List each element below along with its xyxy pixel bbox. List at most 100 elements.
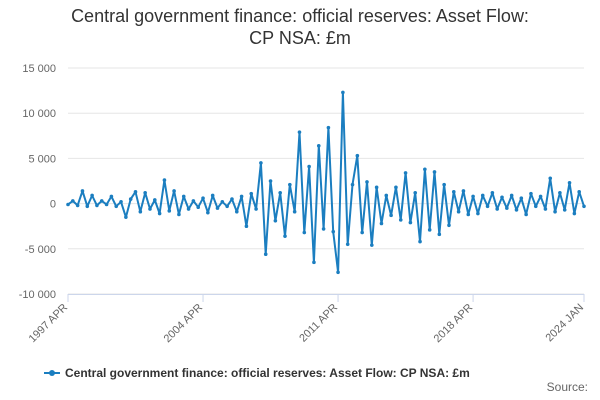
data-point <box>567 181 572 185</box>
data-point <box>302 230 307 235</box>
data-point <box>509 193 514 198</box>
data-point <box>278 190 282 195</box>
y-tick-label: -10 000 <box>19 289 56 301</box>
data-point <box>427 228 432 232</box>
legend-marker <box>49 370 55 376</box>
data-point <box>476 211 480 216</box>
data-point <box>456 209 461 214</box>
data-point <box>283 234 287 238</box>
data-point <box>553 209 557 214</box>
data-point <box>263 252 268 257</box>
data-point <box>485 204 490 209</box>
data-point <box>577 190 581 194</box>
data-point <box>254 207 258 211</box>
data-point <box>239 194 244 199</box>
data-point <box>181 194 186 199</box>
data-point <box>345 242 350 247</box>
data-point <box>80 189 85 193</box>
data-point <box>191 199 196 203</box>
data-point <box>167 209 172 213</box>
data-point <box>177 212 181 217</box>
data-point <box>548 176 553 181</box>
y-axis-tick-labels: 15 000 10 000 5 000 0 -5 000 -10 000 <box>19 63 56 301</box>
x-tick-label: 2024 JAN <box>543 302 586 345</box>
data-point <box>461 189 466 193</box>
x-tick-label: 2018 APR <box>432 302 476 346</box>
data-point <box>379 221 384 226</box>
data-point <box>138 209 143 214</box>
data-point <box>316 143 321 148</box>
data-point <box>389 213 393 218</box>
data-point <box>148 207 152 211</box>
data-point <box>273 218 278 223</box>
data-point <box>572 211 577 216</box>
data-point <box>172 189 176 193</box>
data-point <box>249 191 254 196</box>
data-point <box>201 196 205 200</box>
x-tick-label: 2011 APR <box>297 302 340 345</box>
y-tick-label: 0 <box>50 199 56 211</box>
data-point <box>524 212 528 217</box>
data-point <box>413 190 418 195</box>
data-point <box>128 197 133 201</box>
data-point <box>230 197 234 201</box>
chart-title-line-2: CP NSA: £m <box>249 28 351 48</box>
legend-label: Central government finance: official res… <box>65 366 470 380</box>
data-point <box>157 211 162 216</box>
data-point <box>292 209 297 214</box>
data-point <box>471 194 475 199</box>
data-point <box>225 204 229 209</box>
data-point <box>582 204 586 209</box>
data-point <box>418 239 422 244</box>
y-tick-label: -5 000 <box>25 244 56 256</box>
y-tick-label: 15 000 <box>22 63 56 75</box>
data-point <box>514 208 519 212</box>
data-point <box>288 182 292 187</box>
x-tick-label: 1997 APR <box>27 302 71 346</box>
data-point <box>234 209 239 214</box>
data-point <box>403 171 408 175</box>
data-point <box>162 178 167 182</box>
data-point <box>495 207 499 211</box>
data-point <box>244 224 249 228</box>
data-point <box>85 204 90 209</box>
data-point <box>215 206 220 210</box>
chart-title-line-1: Central government finance: official res… <box>71 6 529 26</box>
data-point <box>336 270 340 275</box>
data-point <box>374 185 379 190</box>
data-point <box>384 193 389 198</box>
data-point <box>360 230 364 235</box>
data-point <box>268 179 273 183</box>
data-point <box>220 199 225 204</box>
data-point <box>71 199 75 203</box>
data-point <box>75 203 80 208</box>
data-point <box>394 185 398 190</box>
data-point <box>297 130 302 134</box>
data-point <box>341 90 345 95</box>
data-point <box>206 210 210 215</box>
data-point <box>365 180 369 184</box>
data-point <box>321 227 326 231</box>
data-point <box>519 196 524 200</box>
data-point <box>104 202 109 207</box>
data-point <box>538 194 543 199</box>
data-point <box>119 199 123 204</box>
data-point <box>326 125 331 130</box>
series-line <box>67 91 585 274</box>
data-point <box>533 204 538 209</box>
data-point <box>114 204 119 209</box>
x-axis: 1997 APR 2004 APR 2011 APR 2018 APR 2024 JAN <box>27 294 586 346</box>
data-point <box>124 215 128 219</box>
x-tick-label: 2004 APR <box>162 302 206 346</box>
data-point <box>480 193 485 198</box>
source-label: Source: <box>546 380 588 394</box>
data-point <box>529 191 533 196</box>
data-point <box>466 212 471 217</box>
legend[interactable]: Central government finance: official res… <box>44 366 470 380</box>
series-group <box>66 90 586 275</box>
data-point <box>133 190 138 194</box>
data-point <box>447 223 451 228</box>
data-point <box>95 203 99 208</box>
data-point <box>66 202 70 207</box>
